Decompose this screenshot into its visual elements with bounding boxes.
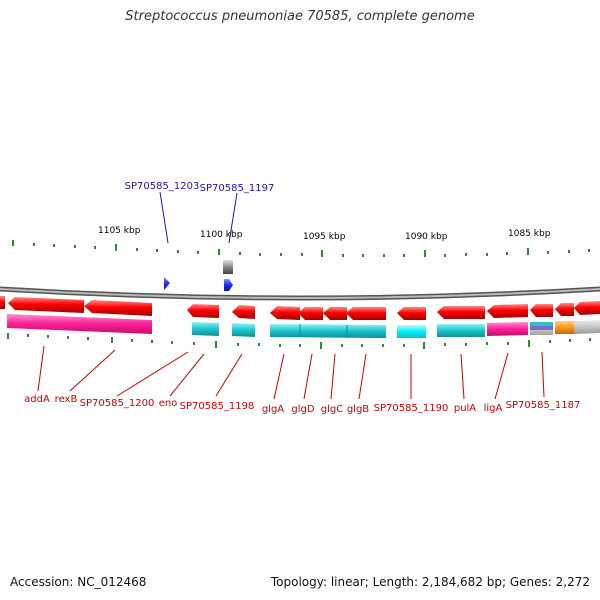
red-callouts (37, 345, 545, 400)
block-cyan-1190[interactable] (397, 325, 426, 338)
lower-ticks (7, 333, 591, 349)
label-pulA[interactable]: pulA (454, 403, 476, 414)
gene-glgB-arrow[interactable] (346, 307, 386, 320)
block-cyan-pulA[interactable] (437, 324, 485, 337)
block-pink-ligA[interactable] (487, 322, 528, 336)
gene-gray-block[interactable] (223, 260, 233, 274)
label-rexB[interactable]: rexB (55, 394, 78, 405)
block-gray-right[interactable] (574, 320, 600, 334)
scale-label-1095: 1095 kbp (303, 232, 346, 242)
label-glgC[interactable]: glgC (321, 404, 343, 415)
label-glgA[interactable]: glgA (262, 404, 284, 415)
scale-label-1100: 1100 kbp (200, 230, 243, 240)
gene-pulA-arrow[interactable] (437, 306, 485, 319)
block-orange[interactable] (555, 321, 574, 334)
annotation-blocks (7, 314, 600, 338)
gene-sp70585-1187-arrow[interactable] (530, 304, 553, 317)
gene-red-0[interactable] (0, 296, 5, 309)
label-sp70585-1190[interactable]: SP70585_1190 (374, 403, 449, 414)
block-pink-left[interactable] (7, 314, 152, 334)
label-sp70585-1203[interactable]: SP70585_1203 (125, 181, 200, 192)
gene-red-right-1[interactable] (555, 303, 574, 316)
label-sp70585-1200[interactable]: SP70585_1200 (80, 398, 155, 409)
blue-labels: SP70585_1203 SP70585_1197 (125, 181, 275, 194)
scale-label-1085: 1085 kbp (508, 229, 551, 239)
gene-rexB-arrow[interactable] (84, 300, 152, 316)
label-sp70585-1187[interactable]: SP70585_1187 (506, 400, 581, 411)
genome-backbone-highlight (0, 288, 600, 299)
gene-glgC-arrow[interactable] (323, 307, 347, 320)
genome-summary-text: Topology: linear; Length: 2,184,682 bp; … (270, 575, 590, 589)
accession-text: Accession: NC_012468 (10, 575, 147, 589)
blue-callouts (159, 191, 238, 244)
gene-glgD-arrow[interactable] (298, 307, 323, 320)
gene-glgA-arrow[interactable] (270, 306, 300, 320)
gene-red-right-2[interactable] (574, 301, 600, 315)
upper-ticks (12, 240, 590, 257)
gene-sp70585-1203-arrow[interactable] (164, 277, 170, 290)
gene-red-small[interactable] (232, 305, 255, 319)
label-sp70585-1197[interactable]: SP70585_1197 (200, 183, 275, 194)
block-cyan-eno[interactable] (192, 322, 219, 336)
label-sp70585-1198[interactable]: SP70585_1198 (180, 401, 255, 412)
red-labels: addA rexB SP70585_1200 eno SP70585_1198 … (24, 394, 580, 415)
label-eno[interactable]: eno (159, 398, 178, 409)
map-title: Streptococcus pneumoniae 70585, complete… (125, 9, 475, 24)
block-cyan-glg[interactable] (270, 324, 386, 338)
gene-sp70585-1197-arrow[interactable] (224, 279, 233, 291)
gene-addA-arrow[interactable] (8, 297, 84, 313)
reverse-strand-genes (0, 296, 600, 320)
label-glgD[interactable]: glgD (291, 404, 314, 415)
gene-sp70585-1190-arrow[interactable] (397, 307, 426, 320)
label-ligA[interactable]: ligA (484, 403, 503, 414)
scale-label-1090: 1090 kbp (405, 232, 448, 242)
gene-ligA-arrow[interactable] (487, 304, 528, 318)
block-cyan-1198[interactable] (232, 323, 255, 337)
block-striped[interactable] (530, 322, 553, 335)
gene-sp70585-1200-arrow[interactable] (187, 304, 219, 318)
label-glgB[interactable]: glgB (347, 404, 369, 415)
label-addA[interactable]: addA (24, 394, 50, 405)
scale-labels: 1105 kbp 1100 kbp 1095 kbp 1090 kbp 1085… (98, 226, 551, 242)
scale-label-1105: 1105 kbp (98, 226, 141, 236)
